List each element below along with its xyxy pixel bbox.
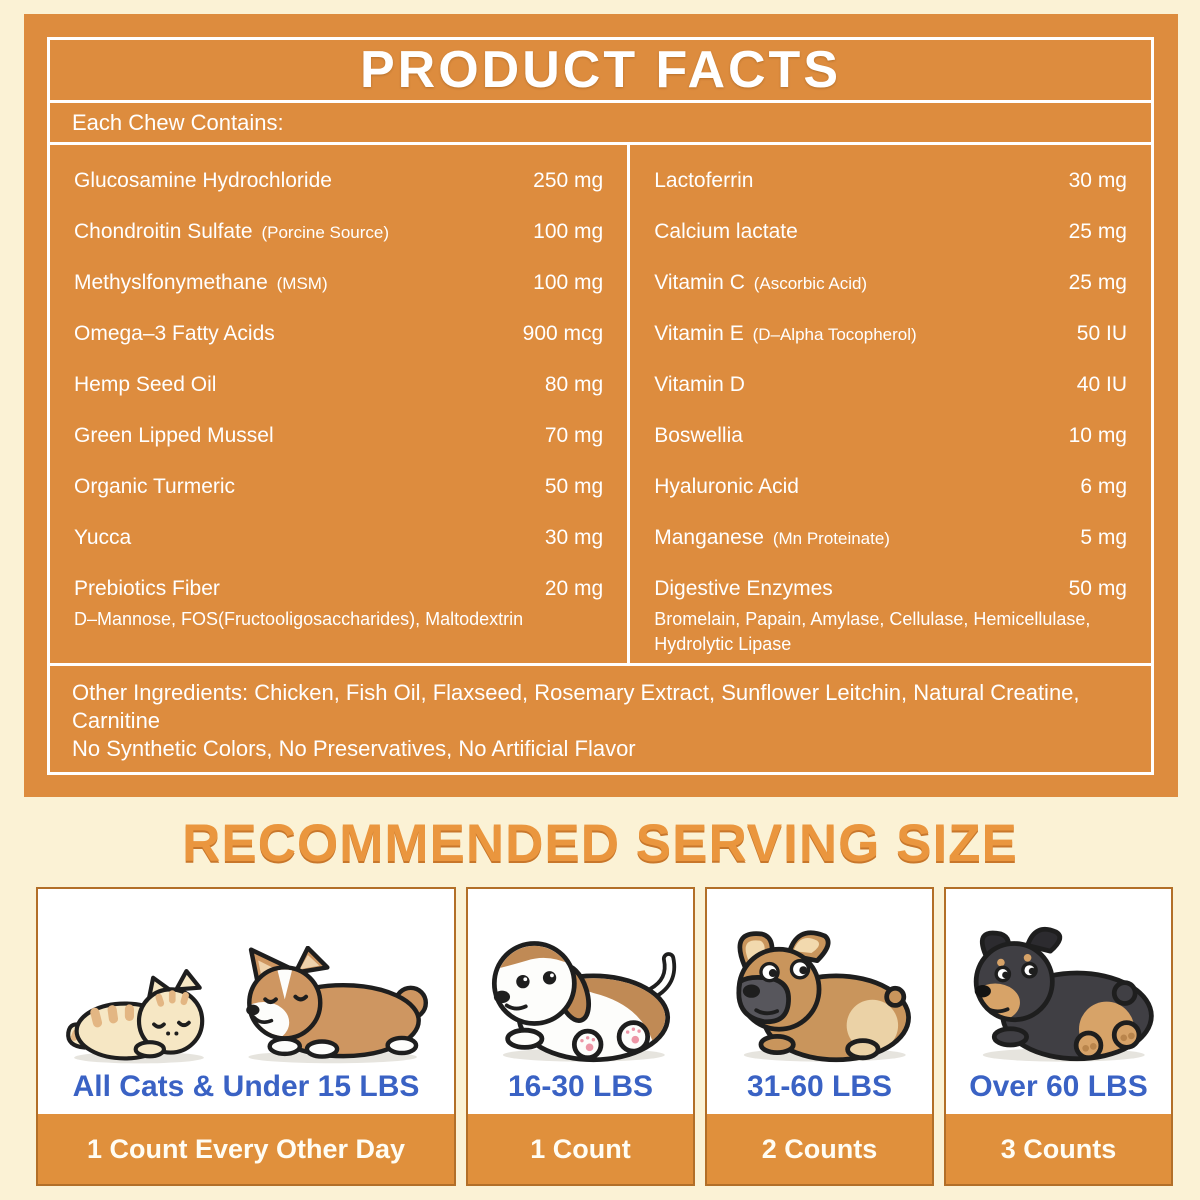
ingredients-column-left: Glucosamine Hydrochloride 250 mg Chondro… [50,145,631,663]
weight-range-label: 16-30 LBS [507,1070,654,1103]
ingredient-note: (D–Alpha Tocopherol) [752,324,917,344]
ingredient-note: (Ascorbic Acid) [753,273,868,293]
ingredient-row: Yucca 30 mg [74,512,603,563]
ingredient-name: Chondroitin Sulfate (Porcine Source) [74,219,390,243]
ingredient-name: Vitamin C (Ascorbic Acid) [654,270,868,294]
rottweiler-illustration [946,889,1171,1066]
serving-card-16-30: 16-30 LBS 1 Count [466,887,695,1186]
ingredient-name: Vitamin D [654,372,745,396]
ingredient-row: Glucosamine Hydrochloride 250 mg [74,155,603,206]
product-facts-title: PRODUCT FACTS [360,41,841,99]
serving-title: RECOMMENDED SERVING SIZE [182,814,1018,873]
ingredient-amount: 30 mg [544,525,604,549]
ingredient-row: Hemp Seed Oil 80 mg [74,359,603,410]
product-facts-box: PRODUCT FACTS Each Chew Contains: Glucos… [47,37,1154,775]
ingredients-columns: Glucosamine Hydrochloride 250 mg Chondro… [50,145,1151,666]
weight-range-label: Over 60 LBS [969,1070,1148,1103]
ingredient-name: Calcium lactate [654,219,798,243]
cat-and-corgi-illustration [38,889,454,1066]
french-bulldog-illustration [707,889,932,1066]
no-additives-text: No Synthetic Colors, No Preservatives, N… [72,736,636,761]
ingredient-amount: 25 mg [1068,270,1127,294]
ingredient-subtext: Bromelain, Papain, Amylase, Cellulase, H… [654,609,1091,654]
serving-card-over-60: Over 60 LBS 3 Counts [944,887,1173,1186]
dose-bar: 1 Count Every Other Day [38,1114,454,1184]
product-facts-title-row: PRODUCT FACTS [50,40,1151,103]
beagle-illustration [468,889,693,1066]
ingredient-amount: 50 mg [1068,576,1127,600]
ingredient-row: Green Lipped Mussel 70 mg [74,410,603,461]
ingredient-row: Vitamin C (Ascorbic Acid) 25 mg [654,257,1127,308]
ingredient-name: Boswellia [654,423,743,447]
ingredient-amount: 40 IU [1076,372,1127,396]
ingredient-name: Manganese (Mn Proteinate) [654,525,890,549]
dose-bar: 1 Count [468,1114,693,1184]
each-chew-contains-row: Each Chew Contains: [50,103,1151,145]
ingredient-row: Calcium lactate 25 mg [654,206,1127,257]
ingredient-note: (MSM) [276,273,328,293]
ingredient-row: Digestive Enzymes 50 mg [654,563,1127,614]
ingredient-row: Vitamin D 40 IU [654,359,1127,410]
ingredient-amount: 25 mg [1068,219,1127,243]
sleeping-corgi-icon [246,946,429,1064]
dose-bar: 2 Counts [707,1114,932,1184]
ingredient-amount: 50 mg [544,474,604,498]
ingredient-name: Digestive Enzymes [654,576,833,600]
ingredient-amount: 20 mg [544,576,604,600]
weight-range-label: 31-60 LBS [746,1070,893,1103]
ingredient-row: Chondroitin Sulfate (Porcine Source) 100… [74,206,603,257]
ingredient-amount: 50 IU [1076,321,1127,345]
ingredient-row: Hyaluronic Acid 6 mg [654,461,1127,512]
ingredient-name: Glucosamine Hydrochloride [74,168,332,192]
serving-card-31-60: 31-60 LBS 2 Counts [705,887,934,1186]
ingredient-row: Boswellia 10 mg [654,410,1127,461]
beagle-icon [491,941,676,1063]
ingredient-row: Organic Turmeric 50 mg [74,461,603,512]
ingredient-name: Methyslfonymethane (MSM) [74,270,328,294]
ingredient-name: Prebiotics Fiber [74,576,220,600]
ingredient-amount: 5 mg [1080,525,1127,549]
dose-bar: 3 Counts [946,1114,1171,1184]
ingredient-note: (Porcine Source) [261,222,390,242]
ingredient-amount: 10 mg [1068,423,1127,447]
ingredient-name: Omega–3 Fatty Acids [74,321,275,345]
other-ingredients-text: Other Ingredients: Chicken, Fish Oil, Fl… [72,680,1080,733]
other-ingredients-section: Other Ingredients: Chicken, Fish Oil, Fl… [50,666,1151,772]
serving-card-cats-under-15: All Cats & Under 15 LBS 1 Count Every Ot… [36,887,456,1186]
ingredient-name: Hyaluronic Acid [654,474,799,498]
ingredient-row: Methyslfonymethane (MSM) 100 mg [74,257,603,308]
ingredient-name: Lactoferrin [654,168,754,192]
ingredient-amount: 6 mg [1080,474,1127,498]
ingredient-amount: 900 mcg [522,321,604,345]
ingredients-column-right: Lactoferrin 30 mg Calcium lactate 25 mg … [630,145,1151,663]
ingredient-name: Organic Turmeric [74,474,236,498]
ingredient-note: (Mn Proteinate) [772,528,890,548]
rottweiler-icon [973,926,1154,1062]
ingredient-row: Lactoferrin 30 mg [654,155,1127,206]
sleeping-cat-icon [66,969,205,1064]
product-facts-panel: PRODUCT FACTS Each Chew Contains: Glucos… [24,14,1178,797]
ingredient-amount: 80 mg [544,372,604,396]
ingredient-name: Hemp Seed Oil [74,372,217,396]
ingredient-row: Omega–3 Fatty Acids 900 mcg [74,308,603,359]
serving-section: RECOMMENDED SERVING SIZE [0,797,1200,1186]
ingredient-amount: 250 mg [533,168,604,192]
ingredient-amount: 70 mg [544,423,604,447]
ingredient-name: Vitamin E (D–Alpha Tocopherol) [654,321,917,345]
serving-cards: All Cats & Under 15 LBS 1 Count Every Ot… [36,887,1200,1186]
ingredient-amount: 100 mg [533,219,604,243]
french-bulldog-icon [736,930,911,1063]
each-chew-contains-label: Each Chew Contains: [72,109,284,135]
ingredient-row: Prebiotics Fiber 20 mg [74,563,603,614]
weight-range-label: All Cats & Under 15 LBS [72,1070,420,1103]
ingredient-amount: 30 mg [1068,168,1127,192]
ingredient-row: Vitamin E (D–Alpha Tocopherol) 50 IU [654,308,1127,359]
ingredient-amount: 100 mg [533,270,604,294]
ingredient-subtext: D–Mannose, FOS(Fructooligosaccharides), … [74,609,524,629]
ingredient-name: Yucca [74,525,132,549]
ingredient-name: Green Lipped Mussel [74,423,274,447]
ingredient-row: Manganese (Mn Proteinate) 5 mg [654,512,1127,563]
